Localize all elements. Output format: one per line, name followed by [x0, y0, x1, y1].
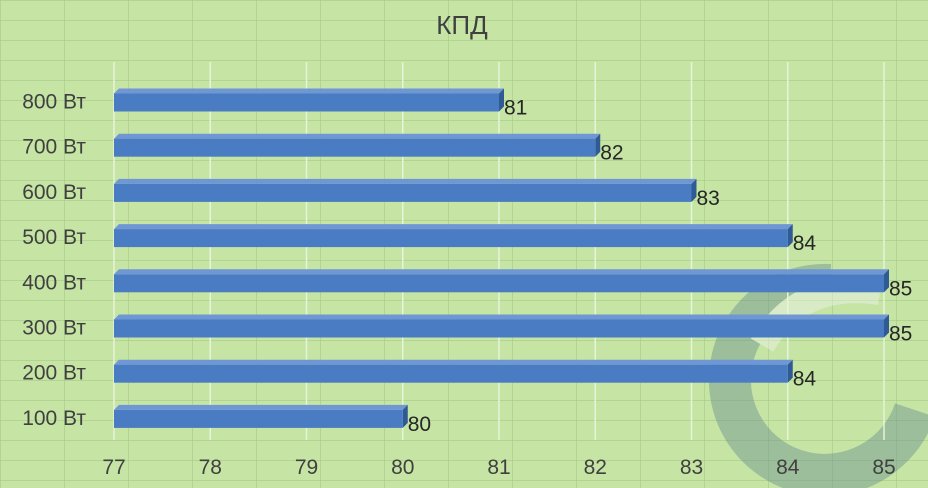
category-label: 700 Вт [22, 136, 86, 159]
bar [114, 364, 788, 383]
bar [114, 93, 499, 112]
bar-side [402, 404, 408, 428]
bar [114, 409, 403, 428]
data-label: 84 [793, 368, 817, 391]
bar-top [114, 314, 889, 320]
x-tick-label: 83 [680, 456, 703, 479]
bar-top [114, 88, 504, 94]
bar-top [114, 224, 793, 230]
x-tick-label: 81 [487, 456, 510, 479]
bar-top [114, 404, 408, 410]
bar-side [499, 88, 504, 112]
x-tick-label: 80 [391, 456, 414, 479]
bar-side [787, 359, 793, 383]
bar-top [114, 269, 889, 275]
chart-title: КПД [436, 10, 488, 40]
bar [114, 229, 788, 248]
x-tick-label: 77 [102, 456, 125, 479]
category-label: 800 Вт [22, 91, 86, 114]
x-tick-label: 84 [776, 456, 800, 479]
category-label: 200 Вт [22, 362, 86, 385]
bar-top [114, 133, 601, 139]
x-tick-label: 79 [295, 456, 318, 479]
bar-side [787, 224, 793, 248]
data-label: 82 [600, 142, 623, 165]
data-label: 84 [793, 232, 817, 255]
data-label: 85 [889, 277, 912, 300]
bar [114, 319, 884, 338]
category-label: 100 Вт [22, 407, 86, 430]
x-tick-label: 85 [872, 456, 895, 479]
bar-side [691, 178, 697, 202]
category-label: 300 Вт [22, 317, 86, 340]
bar-side [595, 133, 601, 157]
bar [114, 183, 692, 202]
bar-side [884, 269, 889, 293]
bar-side [884, 314, 889, 338]
bar [114, 138, 596, 157]
data-label: 81 [504, 97, 527, 120]
x-tick-label: 78 [199, 456, 222, 479]
data-label: 80 [408, 413, 431, 436]
bar-top [114, 359, 793, 365]
x-tick-label: 82 [584, 456, 607, 479]
category-label: 400 Вт [22, 271, 86, 294]
bar-top [114, 178, 697, 184]
category-label: 600 Вт [22, 181, 86, 204]
bar [114, 274, 884, 293]
category-label: 500 Вт [22, 226, 86, 249]
data-label: 85 [889, 323, 912, 346]
data-label: 83 [697, 187, 720, 210]
